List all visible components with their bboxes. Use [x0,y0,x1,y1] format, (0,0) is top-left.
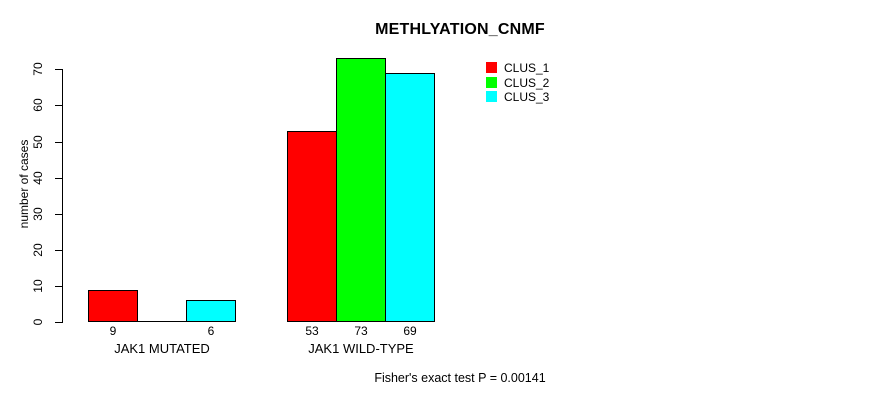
legend-swatch-clus_1 [486,62,497,73]
x-category-label: JAK1 MUTATED [114,341,210,356]
y-axis-tick-label: 40 [31,171,45,185]
y-axis-tick [55,142,62,143]
legend-label: CLUS_2 [504,76,550,90]
legend-label: CLUS_1 [504,61,550,75]
bar-value-label: 9 [109,324,117,338]
bar-clus_3-group1 [186,300,236,322]
y-axis-tick [55,214,62,215]
x-category-label: JAK1 WILD-TYPE [308,341,414,356]
y-axis-tick [55,286,62,287]
legend-swatch-clus_2 [486,77,497,88]
y-axis-tick-label: 0 [31,318,45,326]
y-axis-tick [55,178,62,179]
y-axis-tick-label: 10 [31,279,45,293]
bar-value-label: 6 [207,324,215,338]
legend-swatch-clus_3 [486,91,497,102]
y-axis-tick [55,250,62,251]
zero-bar-clus_2-group1 [137,321,187,322]
y-axis-tick [55,69,62,70]
y-axis-tick-label: 20 [31,243,45,257]
y-axis-tick-label: 70 [31,62,45,76]
bar-value-label: 69 [403,324,417,338]
annotation-text: Fisher's exact test P = 0.00141 [374,371,546,385]
bar-value-label: 53 [305,324,319,338]
bar-value-label: 73 [354,324,368,338]
y-axis-tick [55,322,62,323]
bar-clus_2-group2 [336,58,386,322]
y-axis-tick-label: 50 [31,135,45,149]
y-axis-tick [55,105,62,106]
bar-clus_3-group2 [385,73,435,322]
chart-title: METHLYATION_CNMF [375,21,545,38]
y-axis-line [62,69,63,323]
bar-clus_1-group2 [287,131,337,322]
y-axis-tick-label: 30 [31,207,45,221]
bar-clus_1-group1 [88,290,138,322]
y-axis-tick-label: 60 [31,98,45,112]
legend-label: CLUS_3 [504,90,550,104]
y-axis-label: number of cases [17,139,31,229]
